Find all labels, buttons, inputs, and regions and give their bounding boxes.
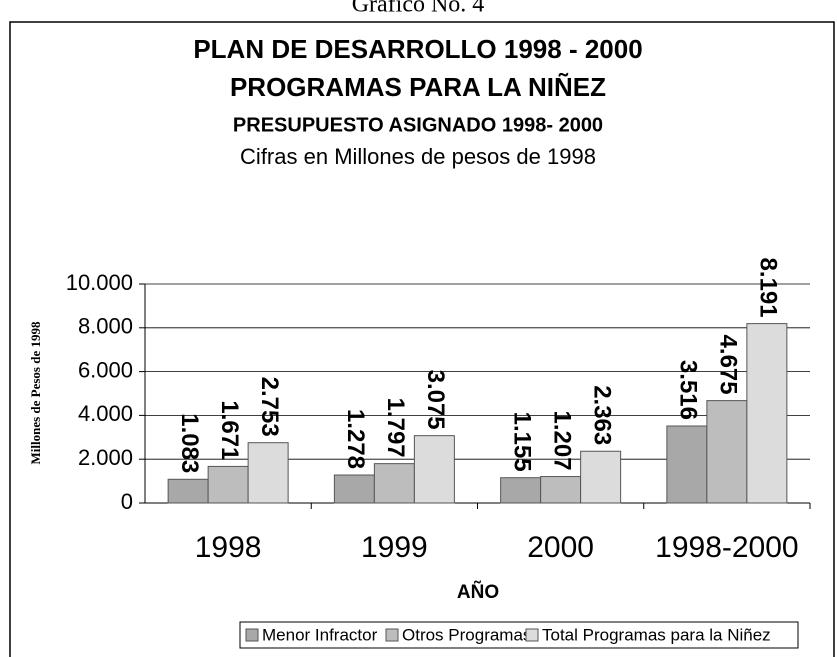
data-label: 3.075: [422, 370, 449, 430]
y-tick-label: 6.000: [78, 357, 133, 382]
chart-title: PLAN DE DESARROLLO 1998 - 2000: [193, 34, 642, 64]
data-label: 1.671: [216, 400, 243, 460]
legend-label: Total Programas para la Niñez: [542, 625, 771, 644]
bar: [247, 442, 289, 504]
y-tick-label: 10.000: [66, 270, 133, 295]
bar: [167, 478, 209, 504]
x-tick-label: 1999: [361, 531, 428, 564]
bar: [207, 465, 249, 504]
y-tick-label: 8.000: [78, 314, 133, 339]
bar: [746, 323, 788, 504]
data-label: 2.363: [588, 385, 615, 445]
x-tick-label: 2000: [527, 531, 594, 564]
legend-swatch: [245, 628, 259, 642]
data-label: 1.278: [342, 409, 369, 469]
caption: Gráfico No. 4: [352, 0, 485, 18]
bar: [500, 477, 542, 504]
data-label: 2.753: [256, 377, 283, 437]
bar: [580, 450, 622, 504]
frame: [9, 21, 835, 657]
data-label: 1.155: [508, 412, 535, 472]
data-label: 1.207: [548, 411, 575, 471]
bar: [540, 476, 582, 504]
legend-swatch: [385, 628, 399, 642]
y-tick-label: 0: [121, 489, 133, 514]
bar: [333, 474, 375, 504]
y-tick-label: 4.000: [78, 401, 133, 426]
x-tick-label: 1998-2000: [655, 531, 798, 564]
bar: [373, 463, 415, 504]
bar: [413, 435, 455, 504]
y-axis-title: Millones de Pesos de 1998: [28, 321, 43, 464]
x-tick-label: 1998: [195, 531, 262, 564]
legend-label: Otros Programas: [402, 625, 531, 644]
chart-subtitle: PROGRAMAS PARA LA NIÑEZ: [230, 72, 606, 102]
bar: [706, 400, 748, 504]
legend-swatch: [525, 628, 539, 642]
data-label: 1.083: [176, 413, 203, 473]
data-label: 4.675: [715, 335, 742, 395]
chart-note: Cifras en Millones de pesos de 1998: [240, 144, 596, 169]
legend-label: Menor Infractor: [262, 625, 378, 644]
data-label: 8.191: [755, 258, 782, 318]
data-label: 1.797: [382, 398, 409, 458]
chart-subtitle: PRESUPUESTO ASIGNADO 1998- 2000: [233, 114, 603, 136]
legend-box: [239, 621, 799, 649]
data-label: 3.516: [675, 360, 702, 420]
bar: [666, 425, 708, 504]
y-tick-label: 2.000: [78, 445, 133, 470]
x-axis-title: AÑO: [457, 581, 499, 603]
